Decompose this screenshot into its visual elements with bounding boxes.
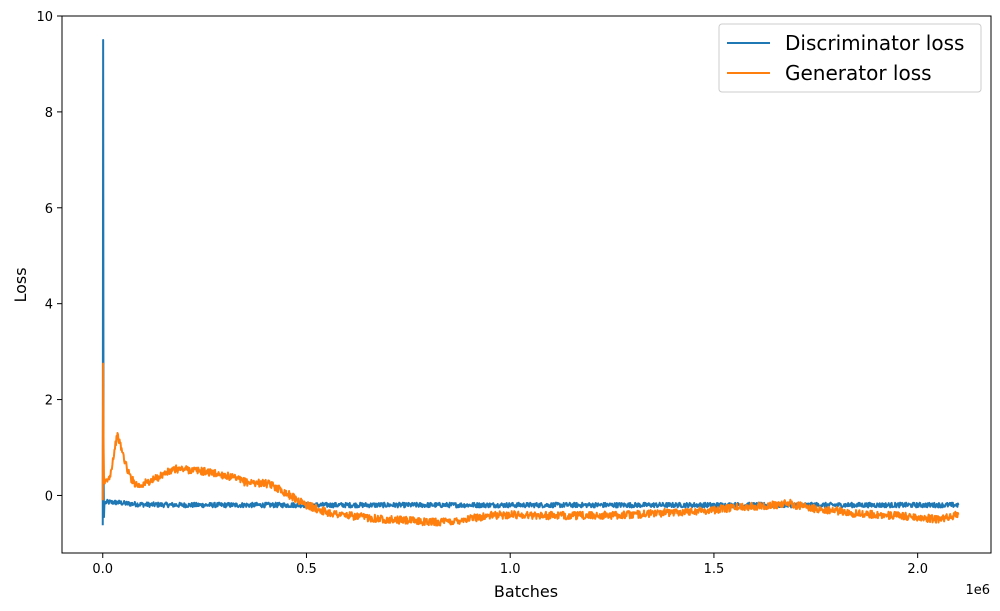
x-tick-label: 1.5 <box>704 562 725 577</box>
series-layer <box>101 38 960 527</box>
y-tick-label: 10 <box>36 10 53 25</box>
x-tick-label: 2.0 <box>907 562 928 577</box>
y-axis-label: Loss <box>11 267 30 302</box>
legend: Discriminator loss Generator loss <box>718 23 982 93</box>
x-tick-label: 0.0 <box>92 562 113 577</box>
y-tick-label: 6 <box>45 202 53 217</box>
legend-label-generator: Generator loss <box>785 61 932 85</box>
legend-frame <box>718 23 982 93</box>
plot-frame <box>61 15 992 554</box>
series-line-generator <box>101 362 960 527</box>
x-axis: 0.0 0.5 1.0 1.5 2.0 <box>92 553 928 577</box>
legend-label-discriminator: Discriminator loss <box>785 31 964 55</box>
y-tick-label: 0 <box>45 489 53 504</box>
x-offset-label: 1e6 <box>965 583 990 598</box>
x-tick-label: 0.5 <box>296 562 317 577</box>
y-tick-label: 8 <box>45 106 53 121</box>
y-tick-label: 2 <box>45 394 53 409</box>
x-tick-label: 1.0 <box>500 562 521 577</box>
x-axis-label: Batches <box>494 582 558 601</box>
y-axis: 0 2 4 6 8 10 <box>36 10 62 504</box>
y-tick-label: 4 <box>45 298 53 313</box>
